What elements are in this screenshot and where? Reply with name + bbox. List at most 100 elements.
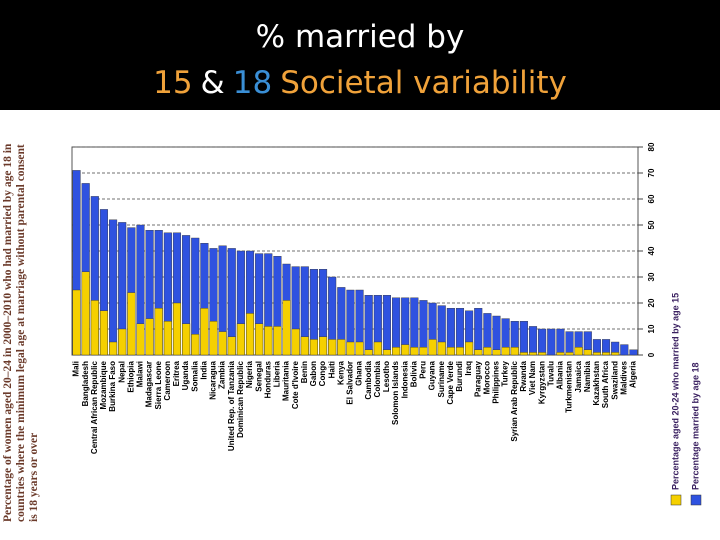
- bar: [510, 347, 519, 356]
- x-tick-label: Viet Nam: [528, 361, 537, 395]
- x-tick-label: Albania: [556, 360, 565, 389]
- x-tick-label: Burundi: [455, 361, 464, 392]
- title-part: 18: [232, 65, 273, 101]
- y-tick-label: 50: [647, 220, 656, 229]
- bar: [392, 297, 401, 356]
- x-tick-label: Jamaica: [574, 360, 583, 392]
- x-tick-label: Morocco: [482, 361, 491, 394]
- bar: [154, 308, 163, 356]
- title-bar: % married by 15 & 18 Societal variability: [0, 0, 720, 110]
- bar: [127, 292, 136, 356]
- bar: [364, 349, 373, 356]
- bar: [583, 349, 592, 356]
- bar: [474, 308, 483, 356]
- x-tick-label: Malawi: [136, 361, 145, 387]
- bar: [191, 334, 200, 356]
- bar: [373, 341, 382, 356]
- bar: [528, 326, 538, 356]
- bar: [291, 328, 300, 356]
- x-tick-label: Central African Republic: [90, 360, 99, 454]
- bar: [538, 328, 547, 356]
- bar: [273, 326, 282, 356]
- bar: [109, 341, 118, 356]
- y-tick-label: 0: [647, 352, 656, 357]
- bar: [565, 331, 574, 356]
- x-tick-label: Dominican Republic: [236, 360, 245, 437]
- bar: [355, 341, 364, 356]
- y-axis-label: Percentage of women aged 20–24 in 2000–2…: [2, 143, 40, 522]
- bar: [245, 313, 255, 356]
- title-part: 15: [153, 65, 193, 101]
- bar: [620, 344, 629, 356]
- x-tick-label: Kenya: [336, 360, 345, 385]
- x-tick-label: Madagascar: [145, 361, 154, 407]
- x-tick-label: Nicaragua: [209, 360, 218, 399]
- bar: [501, 347, 510, 356]
- bar: [437, 341, 446, 356]
- bar: [255, 323, 264, 356]
- bar: [419, 347, 428, 356]
- y-tick-label: 70: [647, 168, 656, 177]
- bar: [465, 341, 474, 356]
- x-tick-label: Cape Verde: [446, 360, 455, 404]
- x-tick-label: Namibia: [583, 360, 592, 392]
- bar: [264, 326, 273, 356]
- bar: [136, 323, 145, 356]
- bar: [419, 300, 428, 356]
- y-tick-label: 40: [647, 246, 656, 255]
- bar: [227, 336, 236, 356]
- bar: [592, 352, 601, 356]
- bar: [565, 352, 574, 356]
- x-tick-label: Gabon: [309, 361, 318, 386]
- legend-label: Percentage married by age 18: [690, 362, 700, 490]
- bar: [455, 347, 465, 356]
- bar: [182, 323, 191, 356]
- x-tick-label: Zambia: [218, 360, 227, 389]
- bar: [300, 336, 309, 356]
- bar: [547, 328, 556, 356]
- x-tick-label: Swaziland: [610, 361, 619, 400]
- y-tick-label: 60: [647, 194, 656, 203]
- x-tick-label: Kyrgyzstan: [537, 361, 546, 404]
- x-tick-label: Cameroon: [163, 361, 172, 401]
- x-tick-label: Paraguay: [473, 360, 482, 397]
- bar: [382, 295, 391, 356]
- x-tick-label: Mali: [72, 361, 81, 377]
- bar: [492, 349, 501, 356]
- bar: [282, 300, 291, 356]
- title-part: Societal variability: [280, 65, 567, 101]
- bar: [346, 341, 355, 356]
- bar: [538, 352, 547, 356]
- x-tick-label: Solomon Islands: [391, 360, 400, 425]
- title-line-1: % married by: [255, 19, 465, 55]
- x-tick-label: Honduras: [263, 360, 272, 398]
- x-tick-label: United Rep. of Tanzania: [227, 360, 236, 451]
- bar: [118, 328, 127, 356]
- x-tick-label: Indonesia: [400, 360, 409, 398]
- legend-swatch: [670, 494, 682, 506]
- bar: [410, 297, 419, 356]
- y-tick-label: 10: [647, 324, 656, 333]
- x-tick-label: Suriname: [437, 360, 446, 397]
- legend-label: Percentage aged 20-24 who married by age…: [670, 293, 680, 490]
- bar: [163, 321, 172, 356]
- bar: [236, 323, 245, 356]
- x-tick-label: Bolivia: [409, 360, 418, 387]
- bar: [172, 302, 182, 356]
- x-tick-label: Colombia: [373, 360, 382, 397]
- bar: [337, 339, 346, 356]
- x-tick-label: Cote d'Ivoire: [291, 360, 300, 409]
- bar: [109, 219, 118, 356]
- x-tick-label: Burkina Faso: [108, 361, 117, 412]
- bar: [382, 349, 391, 356]
- legend-swatch: [690, 494, 702, 506]
- x-tick-label: Uganda: [181, 360, 190, 390]
- x-tick-label: Senegal: [254, 361, 263, 392]
- x-tick-label: Benin: [300, 361, 309, 383]
- bar: [611, 352, 620, 356]
- bar: [364, 295, 373, 356]
- x-tick-label: Mauritania: [282, 360, 291, 401]
- x-tick-label: Mozambique: [99, 360, 108, 409]
- bar: [574, 347, 583, 356]
- bar: [309, 339, 318, 356]
